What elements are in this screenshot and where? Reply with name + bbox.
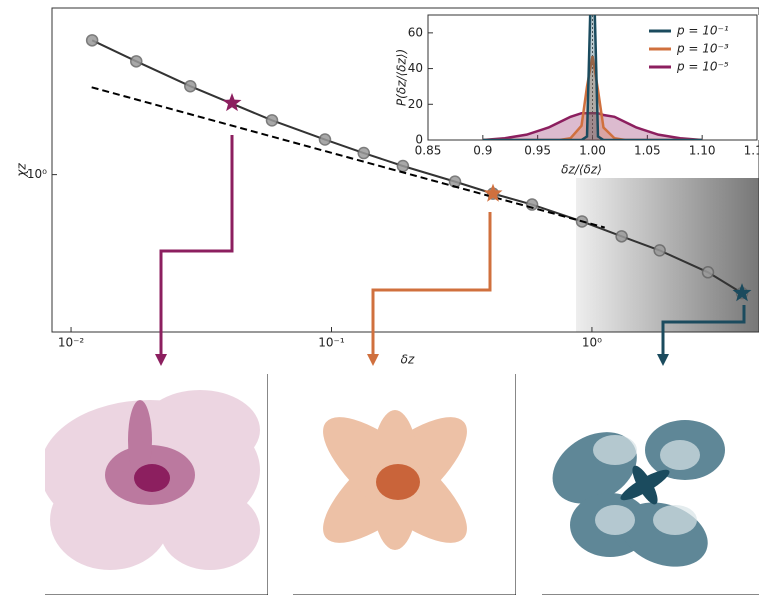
area-fill [482,15,703,140]
inset-plot: 0.85 0.9 0.95 1.00 1.05 1.10 1.15 0 20 40 60 δz/⟨δz… [395,14,759,177]
legend-label: p = 10⁻³ [676,42,729,56]
dashed-line [91,86,606,229]
inset-curves [482,15,703,140]
arrows [159,135,746,356]
x-tick-label: 1.05 [634,144,661,158]
data-point [130,55,143,68]
data-point [85,34,99,47]
area-fill [482,56,703,140]
area-fill [482,113,703,140]
x-tick-label: 1.00 [579,144,606,158]
data-point [653,244,666,257]
x-tick-label: 1.15 [744,144,759,158]
data-point [701,266,715,279]
data-point [448,175,462,188]
area-line [482,111,703,140]
area-line [482,55,703,140]
y-tick-label: 20 [408,97,423,111]
data-point [615,230,628,243]
data-point [318,133,332,146]
axes-frame [51,7,759,333]
snapshot-panel [542,420,759,595]
snapshot-panel [293,374,516,595]
snapshot-panel [45,374,268,595]
legend-label: p = 10⁻¹ [676,24,729,38]
arrow-head [155,354,167,366]
data-point [265,114,279,127]
y-tick-label: 0 [415,133,423,147]
main-plot: 10⁻² 10⁻¹ 10⁰ 10⁰ δz χz [15,7,759,367]
y-tick-label: 60 [408,25,423,39]
y-axis-label: χz [15,163,29,178]
data-point [357,146,370,160]
x-tick-label: 0.9 [473,144,492,158]
x-tick-label: 1.10 [689,144,716,158]
data-point [396,159,410,173]
y-tick-label: 40 [408,61,423,75]
x-tick-label: 0.85 [415,144,442,158]
x-axis-label: δz/⟨δz⟩ [561,163,602,177]
arrow [371,212,492,356]
y-tick-label: 10⁰ [27,167,47,181]
star-marker [732,283,752,302]
arrow-head [367,354,379,366]
arrow [159,135,234,356]
arrow-head [657,354,669,366]
x-tick-label: 10⁻¹ [318,336,345,350]
x-axis-label: δz [401,353,415,367]
x-tick-label: 0.95 [524,144,551,158]
star-marker [222,93,242,112]
legend-label: p = 10⁻⁵ [676,60,729,74]
arrow [661,305,746,356]
star-marker [483,183,503,202]
y-axis-label: P(δz/⟨δz⟩) [395,49,409,106]
data-point [184,79,197,93]
x-tick-label: 10⁻² [58,336,85,350]
inset-background [428,15,759,140]
x-tick-label: 10⁰ [582,336,602,350]
